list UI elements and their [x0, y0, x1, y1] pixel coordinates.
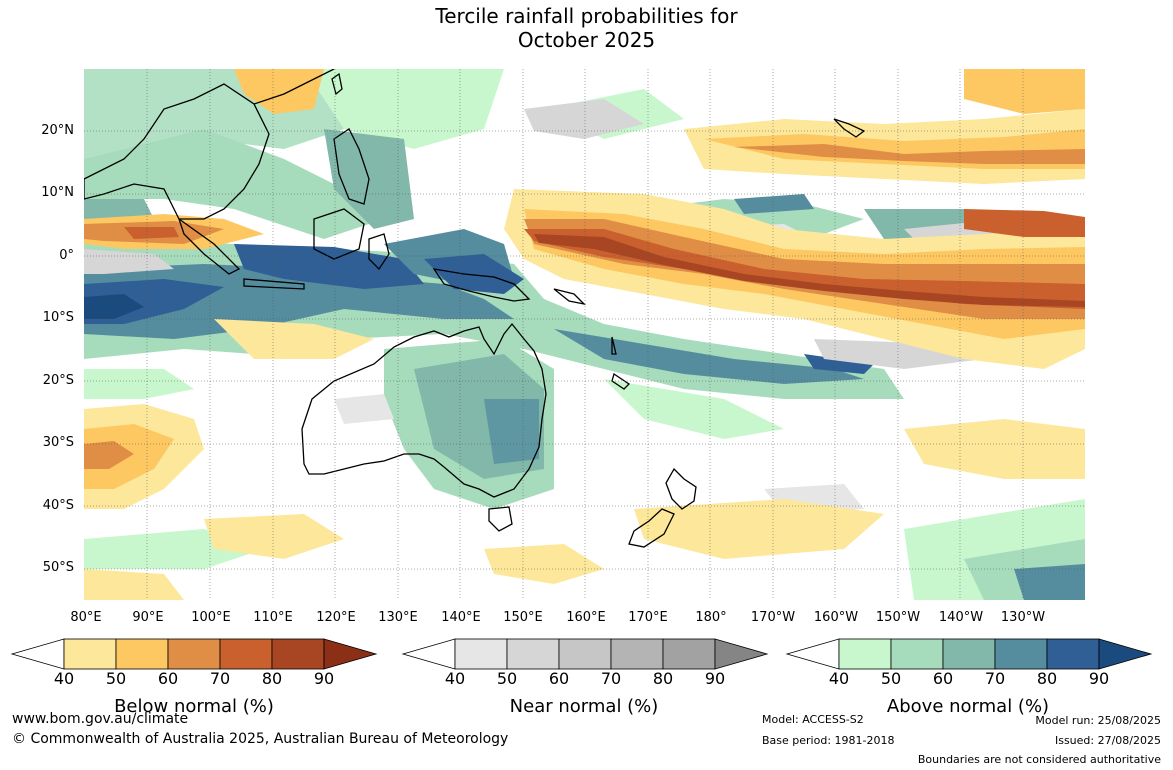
lon-label-110e: 110°E [253, 610, 293, 625]
cbar-above-tick-70: 70 [984, 669, 1006, 688]
colorbar-above-normal [785, 638, 1153, 670]
graticule [84, 69, 1085, 600]
cbar-below-tick-60: 60 [157, 669, 179, 688]
cbar-above-tick-40: 40 [828, 669, 850, 688]
cbar-below-title: Below normal (%) [114, 696, 274, 717]
australia-outline [301, 322, 547, 498]
java-outline [243, 278, 305, 290]
coastlines [84, 69, 866, 548]
title-line-1: Tercile rainfall probabilities for [435, 4, 738, 28]
lon-label-130e: 130°E [378, 610, 418, 625]
lat-label-10n: 10°N [41, 185, 74, 200]
sulawesi-outline [368, 233, 390, 271]
mainland-asia-outline [84, 83, 270, 220]
lat-label-10s: 10°S [42, 310, 74, 325]
lat-label-50s: 50°S [42, 560, 74, 575]
below-normal-regions [84, 69, 1085, 600]
colorbar-near-normal [401, 638, 769, 670]
lon-label-120e: 120°E [316, 610, 356, 625]
lon-label-100e: 100°E [191, 610, 231, 625]
new-guinea-outline [432, 268, 531, 302]
hawaii-outline [833, 118, 866, 138]
cbar-above-tick-60: 60 [932, 669, 954, 688]
footer-model: Model: ACCESS-S2 [762, 713, 864, 726]
cbar-near-tick-70: 70 [600, 669, 622, 688]
lon-label-170w: 170°W [750, 610, 796, 625]
footer-base-period: Base period: 1981-2018 [762, 734, 895, 747]
cbar-above-title: Above normal (%) [886, 696, 1050, 717]
rainfall-probability-map [84, 69, 1085, 600]
colorbar-below-normal [10, 638, 378, 670]
cbar-near-tick-60: 60 [548, 669, 570, 688]
lon-label-140w: 140°W [938, 610, 984, 625]
new-zealand-south-outline [628, 508, 675, 548]
cbar-above-tick-80: 80 [1036, 669, 1058, 688]
lon-label-150w: 150°W [875, 610, 921, 625]
cbar-below-tick-80: 80 [261, 669, 283, 688]
cbar-near-tick-40: 40 [444, 669, 466, 688]
lon-label-80e: 80°E [70, 610, 102, 625]
lon-label-130w: 130°W [1000, 610, 1046, 625]
lon-label-150e: 150°E [503, 610, 543, 625]
cbar-near-tick-50: 50 [496, 669, 518, 688]
taiwan-outline [331, 72, 343, 96]
cbar-below-tick-40: 40 [53, 669, 75, 688]
lon-label-180: 180° [695, 610, 727, 625]
cbar-below-tick-90: 90 [313, 669, 335, 688]
lat-label-30s: 30°S [42, 435, 74, 450]
lon-label-140e: 140°E [441, 610, 481, 625]
above-normal-regions [84, 69, 1085, 600]
sumatra-outline [177, 217, 241, 275]
cbar-below-tick-50: 50 [105, 669, 127, 688]
china-coast-outline [253, 69, 335, 105]
vanuatu-outline [611, 336, 617, 355]
cbar-below-tick-70: 70 [209, 669, 231, 688]
philippines-outline [333, 128, 370, 205]
lat-label-40s: 40°S [42, 498, 74, 513]
cbar-above-tick-50: 50 [880, 669, 902, 688]
lat-label-20n: 20°N [41, 123, 74, 138]
lon-label-90e: 90°E [132, 610, 164, 625]
footer-copyright: © Commonwealth of Australia 2025, Austra… [12, 731, 509, 747]
footer-disclaimer: Boundaries are not considered authoritat… [917, 753, 1161, 766]
new-zealand-north-outline [665, 467, 697, 510]
lon-label-160e: 160°E [566, 610, 606, 625]
lat-label-equator: 0° [59, 248, 74, 263]
lon-label-170e: 170°E [628, 610, 668, 625]
lat-label-20s: 20°S [42, 373, 74, 388]
borneo-outline [313, 208, 365, 260]
footer-issued: Issued: 27/08/2025 [1054, 734, 1161, 747]
cbar-above-tick-90: 90 [1088, 669, 1110, 688]
cbar-near-title: Near normal (%) [509, 696, 659, 717]
map-canvas [84, 69, 1085, 600]
cbar-near-tick-90: 90 [704, 669, 726, 688]
cbar-near-tick-80: 80 [652, 669, 674, 688]
map-title: Tercile rainfall probabilities for Octob… [0, 4, 1173, 52]
footer-url[interactable]: www.bom.gov.au/climate [12, 711, 189, 727]
footer-model-run: Model run: 25/08/2025 [1035, 714, 1161, 727]
lon-label-160w: 160°W [813, 610, 859, 625]
title-line-2: October 2025 [517, 28, 656, 52]
new-caledonia-outline [611, 372, 631, 390]
solomon-islands-outline [553, 288, 586, 306]
tasmania-outline [488, 506, 513, 532]
